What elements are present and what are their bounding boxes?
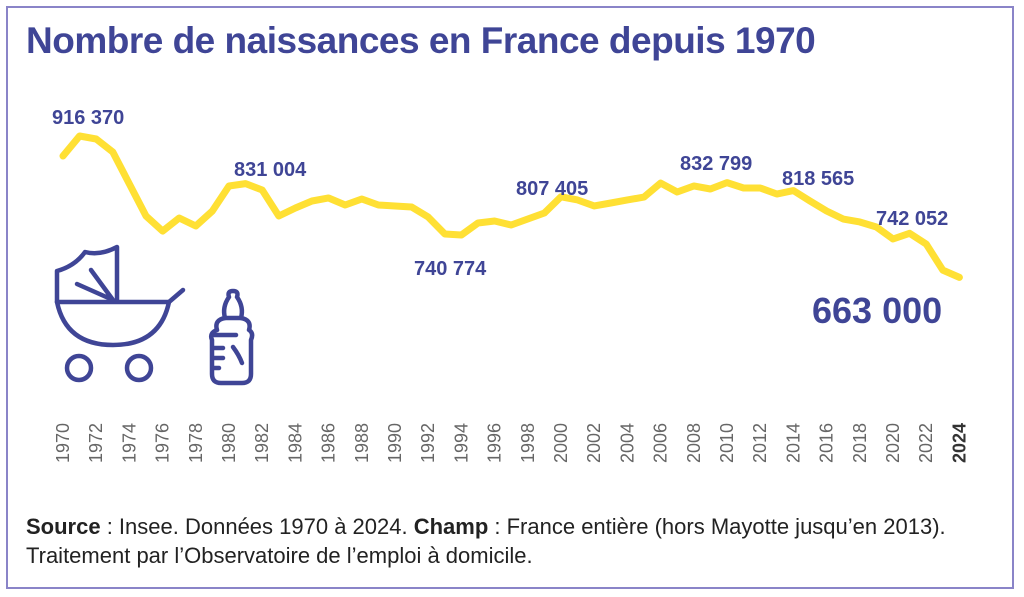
x-tick-1988: 1988 bbox=[352, 423, 372, 463]
x-tick-1984: 1984 bbox=[285, 423, 305, 463]
x-tick-2010: 2010 bbox=[717, 423, 737, 463]
x-tick-2000: 2000 bbox=[551, 423, 571, 463]
champ-text: : France entière (hors Mayotte jusqu’en … bbox=[26, 514, 946, 568]
x-tick-2002: 2002 bbox=[584, 423, 604, 463]
baby-bottle-icon bbox=[208, 288, 255, 386]
chart-title: Nombre de naissances en France depuis 19… bbox=[26, 20, 816, 61]
annotation-2024: 663 000 bbox=[812, 290, 942, 331]
x-tick-2004: 2004 bbox=[617, 423, 637, 463]
x-tick-2014: 2014 bbox=[783, 423, 803, 463]
x-tick-1996: 1996 bbox=[485, 423, 505, 463]
x-tick-1982: 1982 bbox=[252, 423, 272, 463]
champ-label: Champ bbox=[413, 514, 489, 539]
annotation-1971: 916 370 bbox=[52, 107, 124, 129]
source-text: : Insee. Données 1970 à 2024. bbox=[100, 514, 414, 539]
x-tick-2020: 2020 bbox=[883, 423, 903, 463]
annotation-1993: 740 774 bbox=[414, 258, 487, 280]
x-tick-1986: 1986 bbox=[319, 423, 339, 463]
x-tick-2016: 2016 bbox=[817, 423, 837, 463]
annotation-2000: 807 405 bbox=[516, 178, 588, 200]
x-tick-1998: 1998 bbox=[518, 423, 538, 463]
x-tick-1970: 1970 bbox=[53, 423, 73, 463]
icons bbox=[54, 244, 255, 386]
annotation-2010: 832 799 bbox=[680, 153, 752, 175]
annotation-2014: 818 565 bbox=[782, 168, 854, 190]
x-tick-2006: 2006 bbox=[651, 423, 671, 463]
x-tick-2012: 2012 bbox=[750, 423, 770, 463]
x-tick-2022: 2022 bbox=[916, 423, 936, 463]
x-tick-2008: 2008 bbox=[684, 423, 704, 463]
annotation-2021: 742 052 bbox=[876, 208, 948, 230]
source-note: Source : Insee. Données 1970 à 2024. Cha… bbox=[26, 512, 986, 570]
chart-frame bbox=[6, 6, 1014, 589]
x-tick-1992: 1992 bbox=[418, 423, 438, 463]
x-tick-1980: 1980 bbox=[219, 423, 239, 463]
annotation-1981: 831 004 bbox=[234, 159, 307, 181]
x-tick-1976: 1976 bbox=[153, 423, 173, 463]
x-tick-1990: 1990 bbox=[385, 423, 405, 463]
x-tick-2018: 2018 bbox=[850, 423, 870, 463]
source-label: Source bbox=[26, 514, 101, 539]
x-tick-2024: 2024 bbox=[949, 423, 969, 463]
x-tick-1974: 1974 bbox=[119, 423, 139, 463]
x-tick-1994: 1994 bbox=[451, 423, 471, 463]
stroller-icon bbox=[54, 244, 186, 383]
x-tick-1978: 1978 bbox=[186, 423, 206, 463]
x-tick-1972: 1972 bbox=[86, 423, 106, 463]
births-series-line bbox=[59, 132, 963, 281]
